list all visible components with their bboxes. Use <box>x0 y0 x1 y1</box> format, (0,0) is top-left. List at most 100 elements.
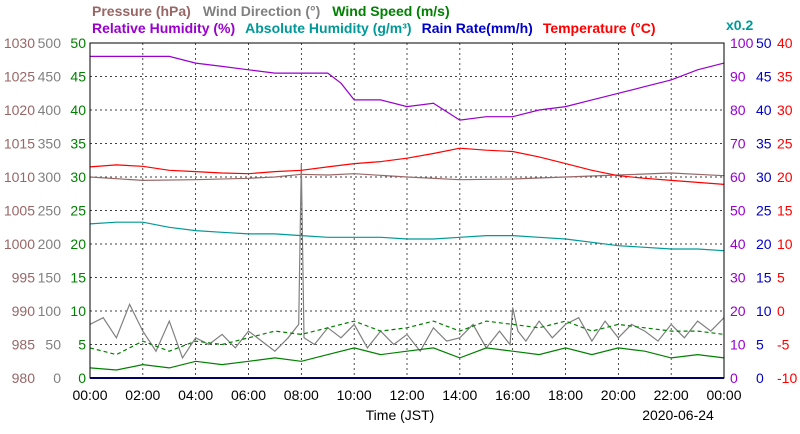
y-tick-wind-dir: 350 <box>38 136 62 152</box>
y-tick-temperature: -5 <box>777 337 790 353</box>
legend-entry: Temperature (°C) <box>543 20 656 36</box>
legend-entry: Relative Humidity (%) <box>92 20 235 36</box>
y-tick-humidity: 10 <box>730 337 746 353</box>
y-tick-temperature: -10 <box>777 370 797 386</box>
y-tick-rain: 25 <box>756 203 772 219</box>
y-tick-wind-speed: 15 <box>70 270 86 286</box>
y-tick-rain: 0 <box>756 370 764 386</box>
y-tick-humidity: 60 <box>730 169 746 185</box>
y-tick-rain: 5 <box>756 337 764 353</box>
x-tick-label: 04:00 <box>178 387 213 403</box>
legend-entry: Pressure (hPa) <box>92 3 191 19</box>
x-tick-label: 20:00 <box>601 387 636 403</box>
y-tick-humidity: 100 <box>730 35 754 51</box>
plot-axes: 1030102510201015101010051000995990985980… <box>4 35 798 403</box>
legend-entry: Absolute Humidity (g/m³) <box>245 20 411 36</box>
y-tick-temperature: 10 <box>777 236 793 252</box>
x-tick-label: 16:00 <box>495 387 530 403</box>
y-tick-humidity: 90 <box>730 69 746 85</box>
y-tick-rain: 35 <box>756 136 772 152</box>
y-tick-pressure: 1010 <box>4 169 35 185</box>
y-tick-wind-dir: 400 <box>38 102 62 118</box>
series-line-wind-speed-gust-m-s <box>89 320 725 356</box>
series-line-temperature-c <box>89 147 725 185</box>
series-line-absolute-humidity-g-m <box>89 221 725 252</box>
y-tick-wind-dir: 0 <box>53 370 61 386</box>
y-tick-humidity: 50 <box>730 203 746 219</box>
y-tick-wind-speed: 45 <box>70 69 86 85</box>
y-tick-pressure: 1005 <box>4 203 35 219</box>
y-tick-humidity: 40 <box>730 236 746 252</box>
y-tick-wind-dir: 450 <box>38 69 62 85</box>
plot-frame <box>89 42 725 379</box>
y-tick-humidity: 70 <box>730 136 746 152</box>
y-tick-pressure: 1000 <box>4 236 35 252</box>
x-tick-label: 00:00 <box>706 387 741 403</box>
y-tick-rain: 50 <box>756 35 772 51</box>
y-tick-pressure: 990 <box>12 303 36 319</box>
plot-series <box>89 55 725 379</box>
y-tick-rain: 10 <box>756 303 772 319</box>
x-tick-label: 10:00 <box>337 387 372 403</box>
x-tick-label: 18:00 <box>548 387 583 403</box>
y-tick-pressure: 995 <box>12 270 36 286</box>
y-tick-pressure: 985 <box>12 337 36 353</box>
y-tick-pressure: 1030 <box>4 35 35 51</box>
y-tick-wind-speed: 35 <box>70 136 86 152</box>
x-tick-label: 06:00 <box>231 387 266 403</box>
y-tick-humidity: 20 <box>730 303 746 319</box>
x-tick-label: 08:00 <box>284 387 319 403</box>
y-tick-pressure: 1025 <box>4 69 35 85</box>
y-tick-temperature: 40 <box>777 35 793 51</box>
y-tick-pressure: 1020 <box>4 102 35 118</box>
series-line-wind-speed-m-s <box>89 347 725 371</box>
y-tick-rain: 15 <box>756 270 772 286</box>
y-tick-wind-speed: 50 <box>70 35 86 51</box>
y-tick-wind-speed: 5 <box>78 337 86 353</box>
date-label: 2020-06-24 <box>642 407 714 423</box>
y-tick-pressure: 980 <box>12 370 36 386</box>
y-tick-temperature: 0 <box>777 303 785 319</box>
y-tick-humidity: 80 <box>730 102 746 118</box>
y-tick-temperature: 35 <box>777 69 793 85</box>
y-tick-wind-dir: 500 <box>38 35 62 51</box>
y-tick-wind-speed: 0 <box>78 370 86 386</box>
y-tick-temperature: 20 <box>777 169 793 185</box>
series-line-pressure-hpa <box>89 172 725 182</box>
y-tick-wind-speed: 25 <box>70 203 86 219</box>
legend-entry: Wind Speed (m/s) <box>332 3 449 19</box>
y-tick-humidity: 30 <box>730 270 746 286</box>
y-tick-wind-dir: 200 <box>38 236 62 252</box>
y-tick-humidity: 0 <box>730 370 738 386</box>
y-tick-temperature: 25 <box>777 136 793 152</box>
y-tick-wind-dir: 250 <box>38 203 62 219</box>
legend-row-2: Relative Humidity (%) Absolute Humidity (… <box>92 20 656 36</box>
legend-entry: Rain Rate(mm/h) <box>422 20 533 36</box>
x-axis-label: Time (JST) <box>366 407 435 423</box>
y-tick-rain: 20 <box>756 236 772 252</box>
x-tick-label: 02:00 <box>125 387 160 403</box>
series-line-relative-humidity <box>90 55 725 121</box>
y-tick-rain: 45 <box>756 69 772 85</box>
y-tick-temperature: 15 <box>777 203 793 219</box>
x-tick-label: 12:00 <box>389 387 424 403</box>
y-tick-temperature: 5 <box>777 270 785 286</box>
legend-entry: Wind Direction (°) <box>203 3 320 19</box>
y-tick-pressure: 1015 <box>4 136 35 152</box>
y-tick-wind-speed: 20 <box>70 236 86 252</box>
y-tick-temperature: 30 <box>777 102 793 118</box>
y-tick-wind-dir: 50 <box>45 337 61 353</box>
abs-humidity-scale-label: x0.2 <box>726 17 753 33</box>
y-tick-wind-speed: 40 <box>70 102 86 118</box>
y-tick-wind-dir: 150 <box>38 270 62 286</box>
x-tick-label: 00:00 <box>72 387 107 403</box>
y-tick-wind-speed: 10 <box>70 303 86 319</box>
x-tick-label: 22:00 <box>654 387 689 403</box>
y-tick-rain: 30 <box>756 169 772 185</box>
y-tick-wind-dir: 300 <box>38 169 62 185</box>
y-tick-wind-speed: 30 <box>70 169 86 185</box>
legend-row-1: Pressure (hPa) Wind Direction (°) Wind Spe… <box>92 3 450 19</box>
y-tick-rain: 40 <box>756 102 772 118</box>
x-tick-label: 14:00 <box>442 387 477 403</box>
